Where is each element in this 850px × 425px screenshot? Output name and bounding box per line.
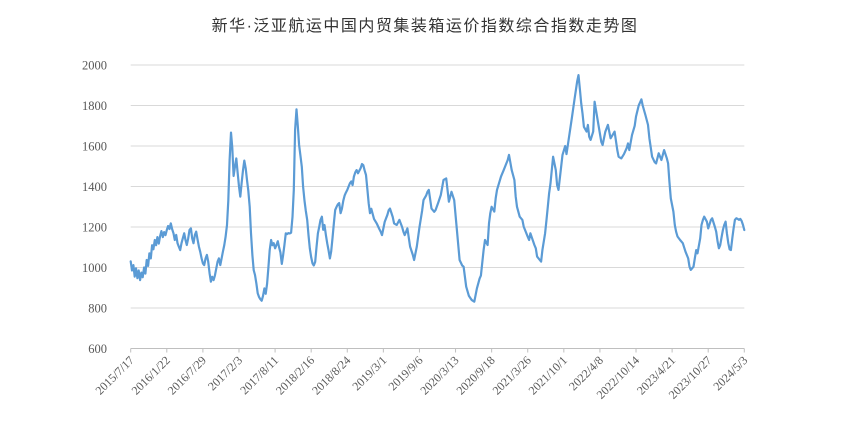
index-line [129, 73, 746, 303]
x-axis-label: 2019/3/1 [349, 353, 389, 393]
x-axis-label: 2018/8/24 [309, 353, 353, 397]
y-axis-label: 800 [88, 302, 107, 316]
x-axis-label: 2015/7/17 [93, 353, 137, 397]
y-axis-label: 2000 [82, 59, 107, 73]
x-axis-label: 2016/7/29 [165, 353, 209, 397]
y-axis-label: 1200 [82, 221, 107, 235]
y-axis-label: 1600 [82, 140, 107, 154]
x-axis-label: 2020/3/13 [417, 353, 461, 397]
x-axis-label: 2016/1/22 [129, 353, 173, 397]
x-axis-label: 2021/10/1 [526, 353, 570, 397]
chart-title: 新华·泛亚航运中国内贸集装箱运价指数综合指数走势图 [211, 18, 639, 35]
y-axis-label: 1800 [82, 99, 107, 113]
y-axis-label: 600 [88, 342, 107, 356]
y-axis-label: 1000 [82, 261, 107, 275]
x-axis-label: 2024/5/3 [710, 353, 750, 393]
x-axis-label: 2018/2/16 [273, 353, 317, 397]
x-axis-label: 2020/9/18 [453, 353, 497, 397]
x-axis-label: 2021/3/26 [490, 353, 534, 397]
y-axis-label: 1400 [82, 180, 107, 194]
